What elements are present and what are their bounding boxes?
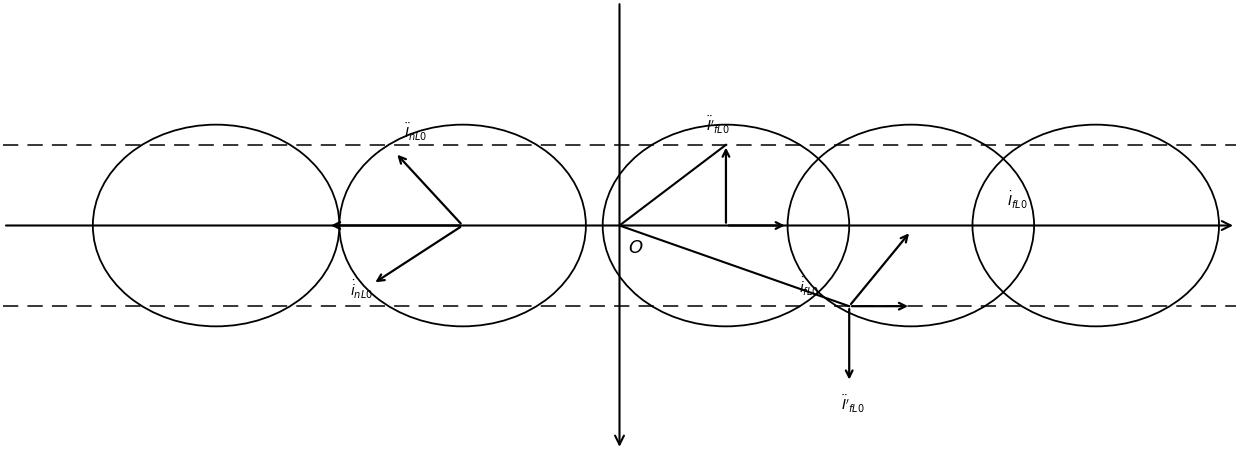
Text: $\ddot{I}_{nL0}$: $\ddot{I}_{nL0}$ — [404, 121, 427, 143]
Text: $\ddot{I}'_{fL0}$: $\ddot{I}'_{fL0}$ — [706, 115, 730, 136]
Text: $O$: $O$ — [628, 239, 644, 257]
Text: $\dot{i}_{fL0}$: $\dot{i}_{fL0}$ — [799, 276, 819, 298]
Text: $\ddot{I}'_{fL0}$: $\ddot{I}'_{fL0}$ — [841, 394, 865, 414]
Text: $\dot{i}_{nL0}$: $\dot{i}_{nL0}$ — [351, 279, 373, 301]
Text: $\dot{I}_{fL0}$: $\dot{I}_{fL0}$ — [1007, 190, 1027, 212]
